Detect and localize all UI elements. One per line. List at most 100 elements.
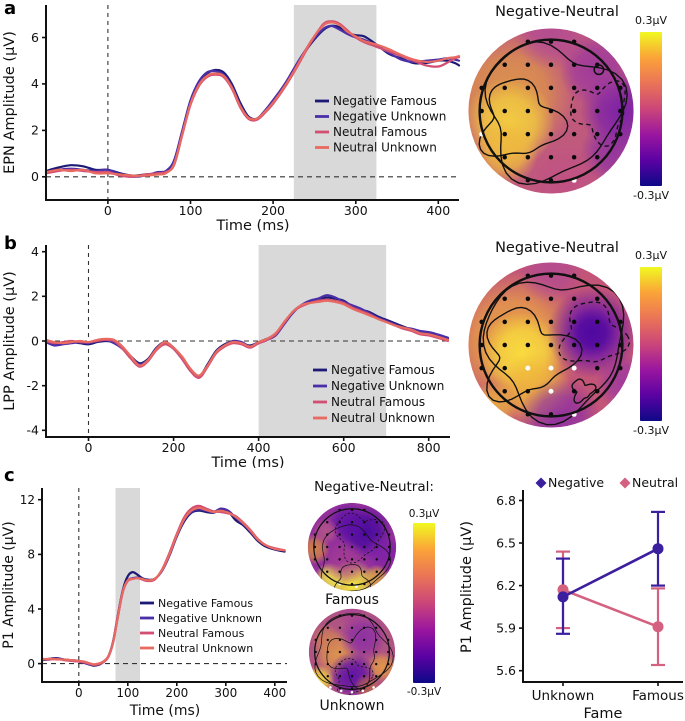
legend-item-neutral: Neutral (619, 475, 678, 490)
data-point-negative-unknown (557, 591, 569, 603)
svg-text:Negative Unknown: Negative Unknown (331, 379, 444, 393)
electrode-dot (571, 131, 577, 137)
y-tick-label: 0 (31, 169, 39, 184)
x-category-label: Unknown (532, 688, 595, 704)
electrode-dot (571, 389, 577, 394)
y-axis-label: LPP Amplitude (µV) (2, 271, 18, 411)
contour-line (314, 612, 394, 688)
electrode-dot (502, 389, 507, 394)
electrode-dot (326, 521, 329, 524)
svg-text:Negative Famous: Negative Famous (333, 94, 437, 108)
electrode-dot (350, 533, 354, 536)
electrode-dot (375, 638, 378, 642)
x-tick-label: 400 (263, 686, 286, 700)
x-axis-label: Time (ms) (215, 218, 289, 233)
electrode-dot (502, 62, 507, 67)
electrode-dot (595, 155, 600, 160)
y-tick-label: 4 (27, 602, 35, 616)
series-neutral-unknown (44, 299, 449, 377)
electrode-dot (548, 85, 554, 91)
electrode-dot (595, 108, 600, 114)
electrode-dot (595, 365, 600, 371)
series-line-negative (562, 547, 659, 599)
electrode-dot (363, 521, 366, 524)
electrode-dot (350, 570, 354, 573)
legend-item-negative-famous: Negative Famous (315, 94, 437, 108)
svg-text:Neutral Unknown: Neutral Unknown (333, 141, 437, 155)
scalp-field (468, 262, 634, 428)
electrode-dot (362, 626, 366, 629)
electrode-dot (502, 155, 507, 160)
electrode-dot (595, 319, 600, 325)
y-tick-label: 0 (31, 333, 39, 348)
x-tick-label: 400 (426, 203, 450, 218)
panel-a-label: a (4, 0, 17, 19)
legend-item-neutral-unknown: Neutral Unknown (315, 141, 437, 155)
legend-item-neutral-famous: Neutral Famous (313, 395, 425, 409)
significant-electrode-dot (361, 689, 365, 693)
electrode-dot (326, 662, 329, 666)
x-tick-label: 300 (214, 686, 237, 700)
epn-waveform-chart: 0 100 200 300 400 0 2 4 6 Time (ms) EPN Amplitude … (2, 5, 461, 233)
colorbar-a-min-label: -0.3µV (633, 189, 669, 202)
contour-line (334, 564, 372, 592)
svg-text:Neutral Famous: Neutral Famous (331, 395, 425, 409)
electrode-dot (350, 521, 354, 524)
y-axis-label: P1 Amplitude (µV) (1, 521, 17, 648)
y-tick-label: 6.2 (496, 578, 516, 593)
electrode-dot (548, 342, 554, 348)
colorbar-b-min-label: -0.3µV (633, 424, 669, 437)
electrode-dot (362, 650, 366, 654)
electrode-dot (502, 131, 507, 137)
svg-text:Negative Unknown: Negative Unknown (158, 612, 262, 625)
y-axis-label: EPN Amplitude (µV) (2, 31, 18, 174)
electrode-dot (350, 626, 354, 629)
y-tick-label: 2 (31, 123, 39, 138)
svg-text:Neutral Famous: Neutral Famous (158, 627, 245, 640)
electrode-dot (502, 108, 507, 114)
y-tick-label: 5.6 (496, 663, 516, 678)
electrode-dot (525, 296, 531, 301)
electrode-dot (338, 626, 342, 629)
svg-text:Negative: Negative (548, 475, 604, 490)
significant-electrode-dot (355, 585, 358, 589)
electrode-dot (525, 85, 531, 91)
electrode-dot (375, 675, 378, 678)
electrode-dot (595, 389, 600, 394)
legend-item-neutral-unknown: Neutral Unknown (140, 642, 253, 655)
scalp-field (307, 502, 397, 592)
x-category-label: Famous (632, 688, 684, 704)
p1-waveform-chart: 0 100 200 300 400 0 4 8 12 Time (ms) P1 Amplitude … (1, 488, 287, 719)
electrode-dot (595, 85, 600, 91)
negative-neutral-topomap-a (468, 28, 634, 194)
electrode-dot (595, 342, 600, 348)
electrode-dot (326, 638, 329, 642)
p1-interaction-chart: 5.6 5.9 6.2 6.5 6.8 Unknown Famous Fame P1 Ampli… (459, 475, 684, 721)
electrode-dot (326, 533, 329, 536)
electrode-dot (350, 638, 354, 642)
y-tick-label: 0 (27, 657, 35, 671)
electrode-dot (350, 662, 354, 666)
head-outline (314, 614, 390, 690)
scalp-field (308, 608, 396, 696)
significant-electrode-dot (339, 689, 343, 693)
y-axis-label: P1 Amplitude (µV) (459, 521, 475, 653)
contour-line (558, 301, 631, 363)
electrode-dot (326, 675, 329, 678)
x-tick-label: 0 (75, 686, 83, 700)
x-tick-label: 600 (332, 440, 356, 455)
svg-text:Negative Famous: Negative Famous (158, 597, 253, 610)
electrode-dot (525, 319, 531, 325)
colorbar-b-max-label: 0.3µV (634, 249, 668, 262)
x-tick-label: 200 (165, 686, 188, 700)
electrode-dot (571, 155, 577, 160)
electrode-dot (338, 570, 341, 573)
electrode-dot (525, 389, 531, 394)
y-tick-label: 4 (31, 76, 39, 91)
negative-neutral-topomap-b (468, 262, 634, 428)
electrode-dot (362, 675, 366, 678)
x-tick-label: 200 (162, 440, 186, 455)
electrode-dot (338, 638, 342, 642)
electrode-dot (548, 108, 554, 114)
y-tick-label: 12 (20, 493, 35, 507)
